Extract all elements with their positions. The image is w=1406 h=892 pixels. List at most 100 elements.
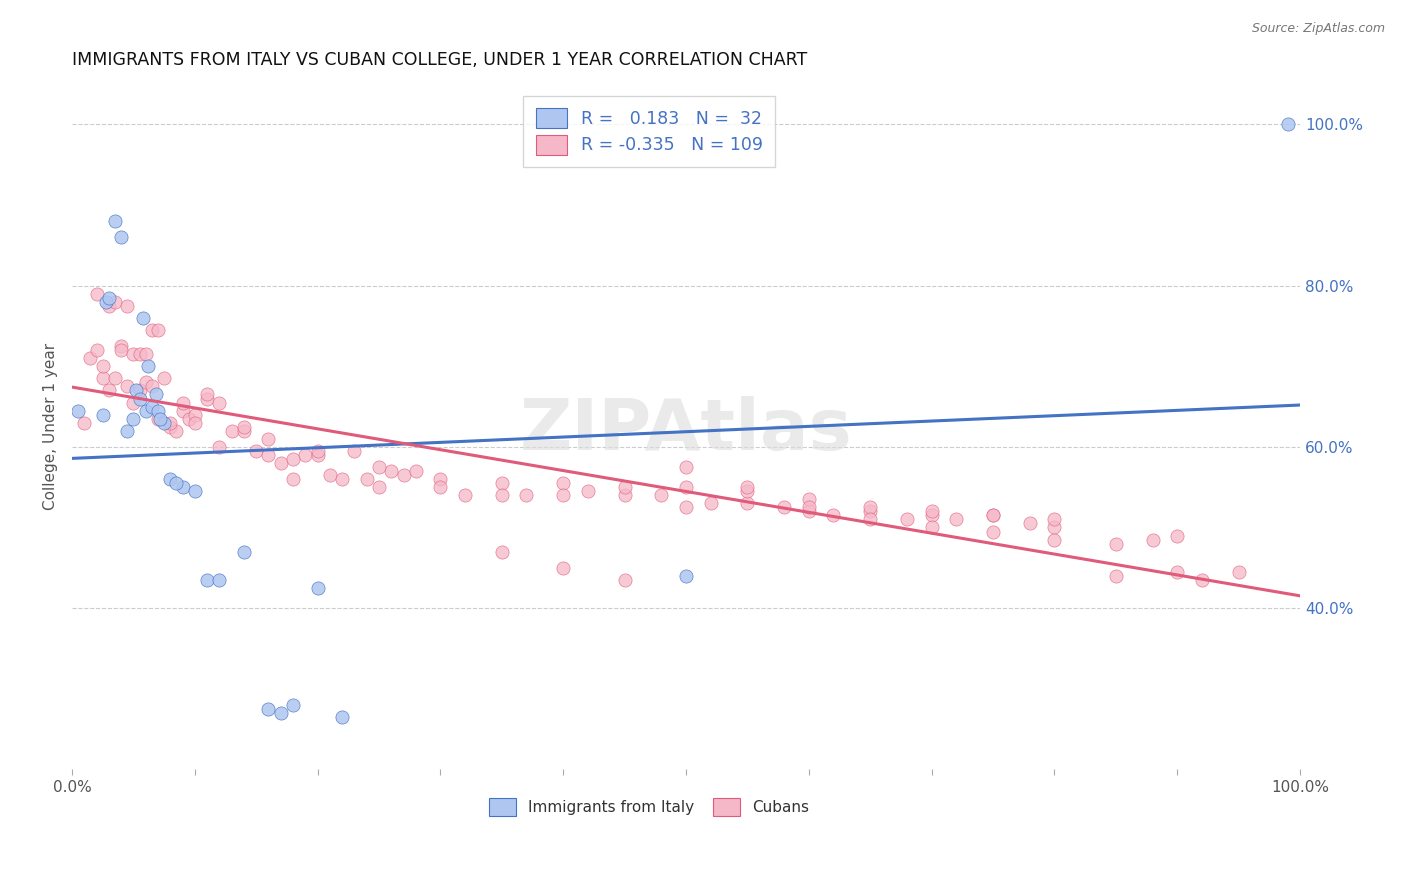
Point	[945, 512, 967, 526]
Point	[257, 432, 280, 446]
Point	[153, 416, 176, 430]
Point	[221, 424, 243, 438]
Point	[896, 512, 918, 526]
Point	[737, 484, 759, 499]
Point	[330, 472, 353, 486]
Point	[281, 698, 304, 712]
Point	[117, 379, 139, 393]
Point	[553, 488, 575, 502]
Point	[232, 419, 254, 434]
Point	[208, 395, 231, 409]
Point	[153, 371, 176, 385]
Point	[576, 484, 599, 499]
Point	[981, 508, 1004, 523]
Point	[1277, 117, 1299, 131]
Point	[172, 403, 194, 417]
Point	[165, 476, 187, 491]
Point	[97, 291, 120, 305]
Point	[257, 448, 280, 462]
Point	[1191, 573, 1213, 587]
Point	[146, 411, 169, 425]
Point	[195, 387, 218, 401]
Point	[515, 488, 537, 502]
Point	[270, 456, 292, 470]
Point	[117, 424, 139, 438]
Point	[208, 440, 231, 454]
Point	[245, 443, 267, 458]
Point	[281, 452, 304, 467]
Text: Source: ZipAtlas.com: Source: ZipAtlas.com	[1251, 22, 1385, 36]
Point	[675, 460, 697, 475]
Point	[1043, 512, 1066, 526]
Point	[128, 347, 150, 361]
Point	[823, 508, 845, 523]
Point	[356, 472, 378, 486]
Text: ZIPAtlas: ZIPAtlas	[520, 396, 852, 466]
Point	[699, 496, 721, 510]
Point	[491, 544, 513, 558]
Point	[270, 706, 292, 720]
Point	[141, 323, 163, 337]
Point	[110, 343, 132, 358]
Point	[307, 443, 329, 458]
Point	[281, 472, 304, 486]
Point	[135, 376, 157, 390]
Point	[184, 408, 207, 422]
Point	[675, 569, 697, 583]
Point	[135, 347, 157, 361]
Point	[110, 230, 132, 244]
Point	[1018, 516, 1040, 531]
Point	[294, 448, 316, 462]
Point	[330, 710, 353, 724]
Point	[125, 384, 148, 398]
Point	[368, 480, 391, 494]
Point	[159, 419, 181, 434]
Point	[797, 492, 820, 507]
Point	[429, 472, 451, 486]
Point	[675, 480, 697, 494]
Point	[104, 371, 127, 385]
Point	[232, 424, 254, 438]
Point	[797, 500, 820, 515]
Text: IMMIGRANTS FROM ITALY VS CUBAN COLLEGE, UNDER 1 YEAR CORRELATION CHART: IMMIGRANTS FROM ITALY VS CUBAN COLLEGE, …	[72, 51, 807, 69]
Point	[737, 496, 759, 510]
Point	[921, 520, 943, 534]
Y-axis label: College, Under 1 year: College, Under 1 year	[44, 343, 58, 510]
Point	[454, 488, 477, 502]
Point	[195, 573, 218, 587]
Point	[146, 323, 169, 337]
Point	[859, 504, 882, 518]
Point	[380, 464, 402, 478]
Point	[110, 339, 132, 353]
Point	[257, 702, 280, 716]
Point	[104, 294, 127, 309]
Point	[1105, 569, 1128, 583]
Point	[491, 476, 513, 491]
Point	[1043, 520, 1066, 534]
Point	[921, 508, 943, 523]
Point	[184, 416, 207, 430]
Point	[172, 480, 194, 494]
Point	[122, 347, 145, 361]
Point	[86, 286, 108, 301]
Point	[208, 573, 231, 587]
Point	[343, 443, 366, 458]
Point	[1105, 536, 1128, 550]
Point	[1142, 533, 1164, 547]
Point	[429, 480, 451, 494]
Point	[128, 384, 150, 398]
Point	[79, 351, 101, 366]
Point	[159, 472, 181, 486]
Point	[392, 468, 415, 483]
Point	[859, 500, 882, 515]
Legend: Immigrants from Italy, Cubans: Immigrants from Italy, Cubans	[481, 790, 817, 823]
Point	[146, 403, 169, 417]
Point	[91, 408, 114, 422]
Point	[553, 561, 575, 575]
Point	[307, 448, 329, 462]
Point	[132, 310, 155, 325]
Point	[1166, 528, 1188, 542]
Point	[405, 464, 427, 478]
Point	[91, 371, 114, 385]
Point	[122, 395, 145, 409]
